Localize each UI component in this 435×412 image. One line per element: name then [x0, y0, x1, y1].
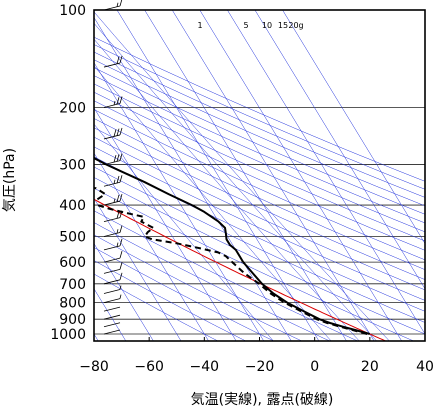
isotherm-line [199, 10, 402, 341]
dry-adiabat-line [94, 146, 425, 301]
y-tick-label: 100 [59, 3, 86, 19]
y-tick-label: 1000 [50, 327, 86, 343]
y-tick-label: 900 [59, 312, 86, 328]
mixing-ratio-line [94, 38, 360, 341]
mixing-ratio-label: 15 [278, 21, 288, 30]
parcel-dry-adiabat [94, 198, 386, 341]
x-axis-label: 気温(実線), 露点(破線) [191, 392, 334, 408]
dry-adiabat-line [94, 156, 425, 312]
wind-barb [103, 322, 121, 328]
x-tick-label: 0 [310, 359, 319, 375]
dry-adiabat-line [94, 210, 358, 341]
dry-adiabat-line [94, 109, 425, 261]
wind-barb [103, 329, 121, 335]
wind-barb [103, 285, 122, 294]
profile-lines [94, 156, 386, 341]
x-tick-label: −60 [134, 359, 164, 375]
wind-barbs [103, 0, 123, 335]
dry-adiabat-line [94, 118, 425, 270]
wind-barb [103, 272, 123, 285]
wind-barb [103, 251, 123, 263]
dry-adiabat-line [94, 75, 425, 224]
x-tick-label: −80 [79, 359, 109, 375]
isotherm-line [94, 16, 292, 341]
x-tick-label: 40 [416, 359, 434, 375]
isotherm-line [94, 62, 264, 341]
isotherm-line [116, 10, 320, 341]
wind-barb [103, 55, 123, 68]
dry-adiabat-line [94, 166, 425, 323]
y-axis-label: 気圧(hPa) [2, 148, 18, 212]
dry-adiabat-line [94, 83, 425, 233]
y-tick-label: 500 [59, 229, 86, 245]
wind-barb [103, 193, 123, 206]
wind-barb [103, 294, 122, 303]
dry-adiabat-line [94, 222, 330, 341]
dry-adiabat-line [94, 177, 425, 335]
wind-barb [103, 210, 123, 223]
wind-barb [103, 225, 123, 237]
mixing-ratio-label: 1 [197, 21, 202, 30]
y-tick-label: 300 [59, 158, 86, 174]
mixing-ratio-label: 10 [262, 21, 272, 30]
wind-barb [103, 306, 121, 312]
wind-barb [103, 238, 123, 251]
x-tick-label: −20 [245, 359, 275, 375]
mixing-ratio-line [94, 22, 377, 341]
dry-adiabat-line [94, 59, 425, 207]
wind-barb [103, 153, 123, 165]
y-tick-label: 200 [59, 101, 86, 117]
isotherm-line [171, 10, 375, 341]
isotherm-line [94, 243, 154, 341]
dry-adiabat-line [94, 44, 425, 190]
dry-adiabat-line [94, 136, 425, 291]
wind-barb [103, 175, 123, 187]
y-tick-label: 800 [59, 296, 86, 312]
mixing-ratio-label: 5 [243, 21, 248, 30]
dry-adiabat-line [94, 260, 246, 341]
guide-lines [94, 10, 425, 341]
dry-adiabat-line [94, 247, 274, 341]
dry-adiabat-line [94, 127, 425, 280]
dry-adiabat-line [94, 67, 425, 215]
dry-adiabat-line [94, 51, 425, 198]
isotherm-line [94, 197, 182, 341]
mixing-ratio-label: 20g [288, 21, 303, 30]
wind-barb [103, 127, 123, 140]
wind-barb [103, 262, 123, 274]
y-tick-label: 400 [59, 198, 86, 214]
wind-barb [103, 314, 121, 320]
mixing-ratio-line [94, 65, 332, 341]
dry-adiabat-line [94, 273, 218, 341]
temperature-line [94, 156, 371, 335]
dry-adiabat-line [94, 36, 425, 182]
y-tick-label: 700 [59, 277, 86, 293]
y-tick-label: 600 [59, 255, 86, 271]
x-tick-label: 20 [361, 359, 379, 375]
isotherm-line [94, 152, 209, 341]
x-tick-label: −40 [190, 359, 220, 375]
mixing-ratio-line [94, 11, 390, 341]
dry-adiabat-line [94, 100, 425, 251]
isotherm-line [254, 10, 425, 290]
mixing-ratio-line [94, 123, 274, 341]
dry-adiabat-line [94, 91, 425, 242]
wind-barb [103, 96, 123, 108]
isotherm-line [227, 10, 425, 335]
dry-adiabat-line [94, 187, 414, 341]
